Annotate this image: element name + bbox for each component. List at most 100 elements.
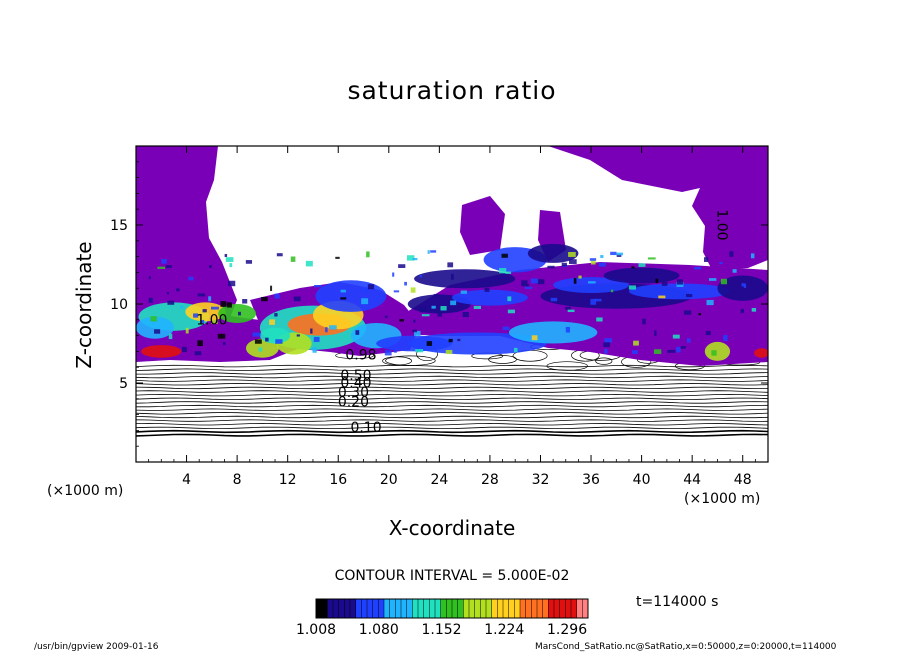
cloud-speck bbox=[565, 306, 571, 310]
cloud-speck bbox=[220, 301, 227, 307]
contour-line bbox=[382, 356, 413, 366]
cloud-speck bbox=[550, 297, 558, 302]
colorbar-swatch bbox=[457, 599, 464, 618]
contour-label: 0.40 bbox=[340, 376, 371, 392]
cloud-speck bbox=[185, 327, 189, 334]
colorbar-swatch bbox=[344, 599, 351, 618]
contour-line bbox=[136, 422, 768, 426]
contour-label: 0.10 bbox=[350, 420, 381, 436]
cloud-speck bbox=[227, 280, 236, 287]
cloud-speck bbox=[238, 311, 241, 316]
cloud-speck bbox=[410, 287, 416, 293]
cloud-cell bbox=[527, 243, 579, 263]
colorbar-swatch bbox=[316, 599, 322, 618]
contour-line bbox=[136, 383, 768, 386]
cloud-speck bbox=[325, 327, 328, 333]
cloud-speck bbox=[565, 326, 571, 333]
y-tick-label: 10 bbox=[110, 297, 128, 313]
cloud-speck bbox=[393, 290, 400, 293]
cloud-speck bbox=[194, 351, 202, 356]
cloud-speck bbox=[460, 290, 468, 294]
cloud-speck bbox=[661, 281, 668, 286]
footer-right: MarsCond_SatRatio.nc@SatRatio,x=0:50000,… bbox=[535, 642, 837, 652]
contour-line bbox=[136, 401, 768, 404]
cloud-speck bbox=[672, 334, 680, 339]
cloud-speck bbox=[513, 347, 518, 353]
cloud-speck bbox=[245, 260, 253, 264]
cloud-speck bbox=[188, 276, 194, 281]
cloud-speck bbox=[462, 311, 469, 318]
cloud-speck bbox=[655, 278, 659, 284]
colorbar-swatch bbox=[559, 599, 566, 618]
cloud-cell bbox=[704, 341, 731, 361]
cloud-speck bbox=[507, 296, 512, 302]
contour-line bbox=[136, 364, 768, 368]
cloud-speck bbox=[599, 262, 606, 267]
saturated-region bbox=[460, 196, 505, 255]
contour-line bbox=[136, 429, 768, 434]
cloud-speck bbox=[202, 309, 207, 313]
cloud-speck bbox=[686, 338, 691, 343]
colorbar-swatch bbox=[418, 599, 424, 618]
cloud-speck bbox=[654, 330, 657, 336]
colorbar-swatch bbox=[361, 599, 368, 618]
contour-line bbox=[136, 379, 768, 382]
cloud-speck bbox=[729, 251, 734, 257]
cloud-speck bbox=[413, 319, 416, 323]
cloud-speck bbox=[161, 258, 167, 264]
x-tick-label: 4 bbox=[182, 472, 191, 488]
cloud-speck bbox=[361, 298, 369, 305]
colorbar-swatch bbox=[395, 599, 402, 618]
cloud-speck bbox=[689, 291, 698, 294]
colorbar-labels: 1.008 1.080 1.152 1.224 1.296 bbox=[296, 622, 600, 640]
cloud-speck bbox=[708, 278, 717, 281]
cloud-speck bbox=[406, 255, 415, 261]
x-tick-label: 12 bbox=[279, 472, 297, 488]
x-tick-label: 44 bbox=[683, 472, 701, 488]
cloud-speck bbox=[628, 285, 636, 290]
cloud-speck bbox=[547, 265, 555, 269]
y-tick-label: 15 bbox=[110, 218, 128, 234]
cloud-speck bbox=[683, 310, 692, 315]
saturated-region bbox=[548, 146, 768, 270]
cloud-speck bbox=[590, 260, 596, 265]
cloud-speck bbox=[750, 253, 755, 259]
cloud-speck bbox=[274, 293, 280, 299]
colorbar-tick-label: 1.008 bbox=[295, 622, 337, 638]
contour-line bbox=[136, 393, 768, 397]
cloud-speck bbox=[226, 302, 232, 308]
cloud-speck bbox=[229, 263, 233, 268]
colorbar-swatch bbox=[503, 599, 509, 618]
cloud-speck bbox=[686, 293, 693, 298]
cloud-speck bbox=[197, 340, 203, 347]
cloud-cell bbox=[414, 269, 516, 289]
cloud-speck bbox=[448, 338, 453, 343]
cloud-speck bbox=[166, 292, 169, 295]
cloud-speck bbox=[604, 348, 608, 354]
colorbar-swatch bbox=[554, 599, 560, 618]
cloud-speck bbox=[335, 256, 340, 259]
cloud-speck bbox=[610, 289, 614, 293]
cloud-speck bbox=[604, 338, 613, 343]
cloud-speck bbox=[537, 279, 545, 285]
cloud-speck bbox=[398, 264, 406, 268]
colorbar-swatch bbox=[548, 599, 555, 618]
cloud-speck bbox=[193, 313, 199, 318]
cloud-speck bbox=[404, 281, 407, 286]
cloud-speck bbox=[751, 307, 757, 312]
colorbar-swatch bbox=[486, 599, 492, 618]
cloud-speck bbox=[313, 336, 320, 342]
cloud-speck bbox=[254, 339, 262, 344]
contour-line bbox=[136, 397, 768, 401]
chart-title: saturation ratio bbox=[347, 76, 557, 105]
cloud-speck bbox=[340, 297, 347, 300]
cloud-speck bbox=[252, 332, 261, 337]
cloud-speck bbox=[269, 319, 275, 325]
cloud-speck bbox=[578, 275, 582, 279]
cloud-speck bbox=[224, 253, 228, 258]
cloud-speck bbox=[706, 299, 714, 306]
cloud-cell bbox=[407, 332, 547, 355]
colorbar-swatch bbox=[474, 599, 481, 618]
x-unit-label: (×1000 m) bbox=[684, 491, 761, 507]
contour-line bbox=[136, 375, 768, 379]
